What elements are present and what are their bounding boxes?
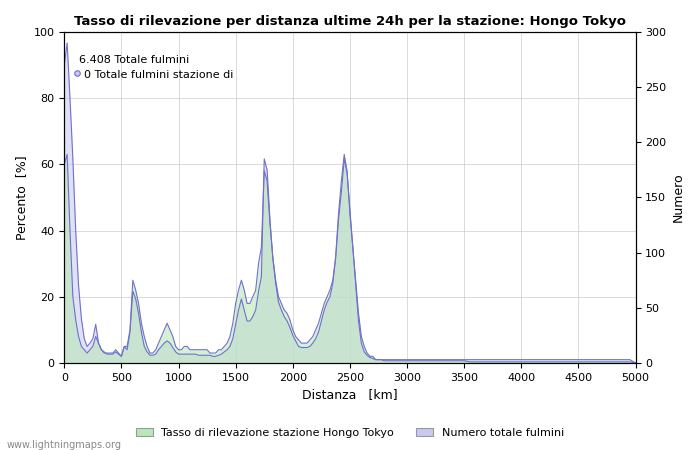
Text: 6.408 Totale fulmini: 6.408 Totale fulmini: [78, 55, 189, 65]
Y-axis label: Percento  [%]: Percento [%]: [15, 155, 28, 240]
Title: Tasso di rilevazione per distanza ultime 24h per la stazione: Hongo Tokyo: Tasso di rilevazione per distanza ultime…: [74, 15, 626, 28]
Legend: Tasso di rilevazione stazione Hongo Tokyo, Numero totale fulmini: Tasso di rilevazione stazione Hongo Toky…: [132, 423, 568, 442]
Y-axis label: Numero: Numero: [672, 173, 685, 222]
Text: 0 Totale fulmini stazione di: 0 Totale fulmini stazione di: [84, 70, 234, 80]
Text: www.lightningmaps.org: www.lightningmaps.org: [7, 440, 122, 450]
X-axis label: Distanza   [km]: Distanza [km]: [302, 388, 398, 401]
